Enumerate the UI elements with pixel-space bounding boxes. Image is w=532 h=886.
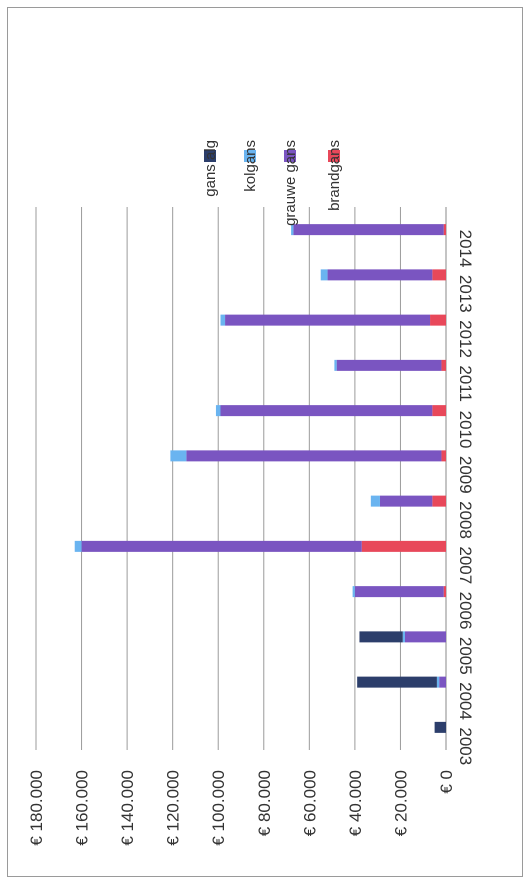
value-tick-label: € 180.000 (27, 770, 46, 846)
category-tick-label: 2007 (456, 546, 475, 584)
bar-segment (170, 450, 187, 462)
legend-swatch (204, 150, 216, 162)
value-tick-label: € 140.000 (118, 770, 137, 846)
bar-segment (74, 540, 82, 552)
bar-segment (430, 314, 446, 326)
category-tick-label: 2003 (456, 727, 475, 765)
category-tick-label: 2012 (456, 320, 475, 358)
bar-segment (215, 405, 221, 417)
legend-swatch (328, 150, 340, 162)
bar-segment (443, 586, 446, 598)
bars (74, 224, 446, 733)
bar-segment (186, 450, 442, 462)
category-tick-label: 2008 (456, 501, 475, 539)
category-tick-label: 2004 (456, 682, 475, 720)
value-tick-label: € 0 (437, 770, 456, 794)
bar-segment (225, 314, 431, 326)
bar-segment (359, 631, 403, 643)
bar-segment (336, 359, 442, 371)
bar-segment (81, 540, 362, 552)
category-tick-label: 2014 (456, 230, 475, 268)
value-tick-label: € 60.000 (300, 770, 319, 836)
legend-label: gans alg (202, 140, 219, 197)
bar-segment (443, 224, 446, 236)
bar-segment (439, 676, 446, 688)
bar-segment (291, 224, 294, 236)
bar-segment (379, 495, 433, 507)
category-tick-label: 2005 (456, 637, 475, 675)
bar-segment (334, 359, 337, 371)
bar-segment (220, 314, 226, 326)
bar-segment (220, 405, 433, 417)
category-tick-label: 2013 (456, 275, 475, 313)
legend-swatch (284, 150, 296, 162)
value-tick-label: € 80.000 (255, 770, 274, 836)
value-axis-tick-labels: € 0 € 20.000 € 40.000 € 60.000 € 80.000 € 100… (27, 770, 456, 846)
bar-segment (327, 269, 433, 281)
bar-segment (432, 269, 446, 281)
bar-segment (357, 676, 437, 688)
bar-segment (434, 721, 446, 733)
gridlines (35, 207, 447, 750)
bar-segment (441, 359, 446, 371)
bar-segment (293, 224, 444, 236)
category-tick-label: 2006 (456, 592, 475, 630)
bar-segment (354, 586, 444, 598)
bar-segment (405, 631, 446, 643)
legend-label: grauwe gans (282, 140, 299, 226)
bar-segment (352, 586, 355, 598)
bar-segment (402, 631, 405, 643)
category-axis-tick-labels: 2003 2004 2005 2006 2007 2008 2009 2010 2011 2012… (456, 230, 475, 766)
legend-label: brandgans (326, 140, 343, 211)
legend: gans alg kolgans grauwe gans brandgans (202, 140, 343, 226)
bar-segment (370, 495, 380, 507)
bar-segment (432, 495, 446, 507)
bar-segment (320, 269, 328, 281)
value-tick-label: € 160.000 (73, 770, 92, 846)
value-tick-label: € 100.000 (209, 770, 228, 846)
bar-segment (432, 405, 446, 417)
legend-label: kolgans (242, 140, 259, 192)
category-tick-label: 2009 (456, 456, 475, 494)
legend-swatch (244, 150, 256, 162)
bar-segment (436, 676, 440, 688)
category-tick-label: 2011 (456, 365, 475, 402)
value-tick-label: € 40.000 (346, 770, 365, 836)
value-tick-label: € 20.000 (391, 770, 410, 836)
category-tick-label: 2010 (456, 411, 475, 449)
bar-segment (441, 450, 446, 462)
value-tick-label: € 120.000 (164, 770, 183, 846)
bar-segment (361, 540, 446, 552)
